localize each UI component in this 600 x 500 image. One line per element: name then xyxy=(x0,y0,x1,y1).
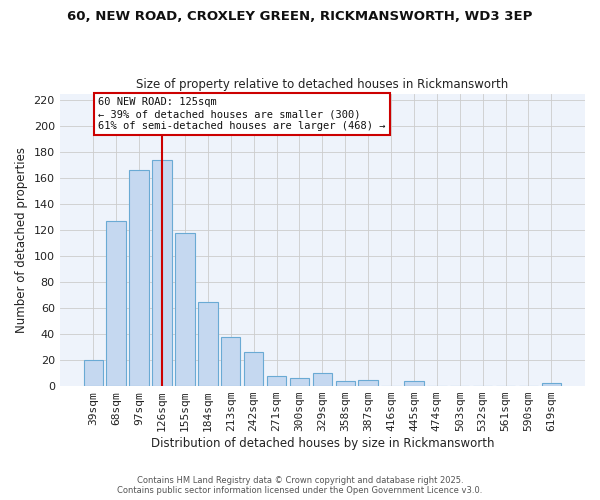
Bar xyxy=(221,336,241,386)
Bar xyxy=(313,373,332,386)
Bar xyxy=(106,221,126,386)
Bar xyxy=(130,170,149,386)
Bar xyxy=(244,352,263,386)
Bar xyxy=(404,381,424,386)
Title: Size of property relative to detached houses in Rickmansworth: Size of property relative to detached ho… xyxy=(136,78,508,91)
Bar xyxy=(152,160,172,386)
Bar xyxy=(267,376,286,386)
X-axis label: Distribution of detached houses by size in Rickmansworth: Distribution of detached houses by size … xyxy=(151,437,494,450)
Bar xyxy=(358,380,378,386)
Bar xyxy=(175,232,194,386)
Text: 60, NEW ROAD, CROXLEY GREEN, RICKMANSWORTH, WD3 3EP: 60, NEW ROAD, CROXLEY GREEN, RICKMANSWOR… xyxy=(67,10,533,23)
Text: Contains HM Land Registry data © Crown copyright and database right 2025.
Contai: Contains HM Land Registry data © Crown c… xyxy=(118,476,482,495)
Text: 60 NEW ROAD: 125sqm
← 39% of detached houses are smaller (300)
61% of semi-detac: 60 NEW ROAD: 125sqm ← 39% of detached ho… xyxy=(98,98,385,130)
Bar xyxy=(198,302,218,386)
Y-axis label: Number of detached properties: Number of detached properties xyxy=(15,147,28,333)
Bar xyxy=(335,381,355,386)
Bar xyxy=(542,384,561,386)
Bar xyxy=(290,378,309,386)
Bar xyxy=(83,360,103,386)
